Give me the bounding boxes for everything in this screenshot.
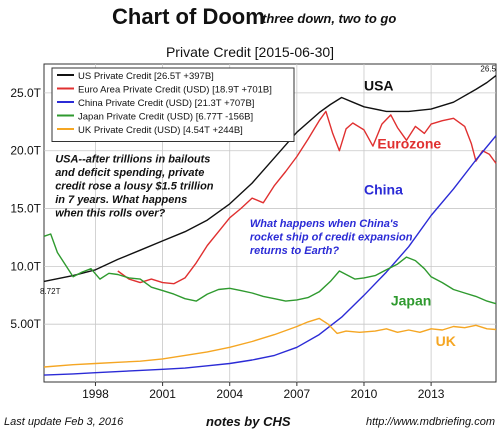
y-tick-label: 10.0T: [10, 259, 41, 273]
legend-entry: UK Private Credit (USD) [4.54T +244B]: [78, 125, 243, 136]
annotation-line: when this rolls over?: [55, 207, 165, 219]
legend-entry: Japan Private Credit (USD) [6.77T -156B]: [78, 112, 253, 123]
x-tick-label: 2004: [216, 387, 243, 401]
legend-entry: Euro Area Private Credit (USD) [18.9T +7…: [78, 85, 272, 96]
x-tick-label: 2010: [351, 387, 378, 401]
y-tick-label: 20.0T: [10, 144, 41, 158]
annotation-line: and deficit spending, private: [55, 167, 204, 179]
annotation-line: rocket ship of credit expansion: [250, 232, 413, 244]
page-title: Chart of Doom: [112, 4, 265, 29]
legend-entry: US Private Credit [26.5T +397B]: [78, 71, 214, 82]
annotation-line: USA--after trillions in bailouts: [55, 153, 210, 165]
series-line-0: [43, 75, 497, 283]
x-tick-label: 2013: [418, 387, 445, 401]
series-line-4: [43, 317, 497, 368]
y-tick-label: 5.00T: [10, 317, 41, 331]
annotation-line: returns to Earth?: [250, 245, 340, 257]
x-tick-label: 2007: [283, 387, 310, 401]
annotation-line: What happens when China's: [250, 218, 399, 230]
footer: Last update Feb 3, 2016 notes by CHS htt…: [0, 413, 500, 433]
annotation-text: What happens when China's rocket ship of …: [250, 218, 413, 257]
legend-box: [51, 67, 295, 142]
annotation-text: USA--after trillions in bailouts and defi…: [55, 153, 214, 219]
legend-entry: China Private Credit (USD) [21.3T +707B]: [78, 98, 254, 109]
header: Chart of Doom three down, two to go: [0, 4, 500, 30]
annotation-line: in 7 years. What happens: [55, 194, 187, 206]
credits-text: notes by CHS: [206, 414, 291, 429]
series-label: USA: [364, 78, 394, 94]
end-value-label: 26.5: [480, 65, 496, 74]
last-update-text: Last update Feb 3, 2016: [4, 416, 124, 428]
series-label: UK: [436, 333, 456, 349]
end-value-label: 8.72T: [40, 287, 61, 296]
series-line-3: [43, 233, 497, 305]
series-label: China: [364, 182, 403, 198]
chart-title: Private Credit [2015-06-30]: [165, 44, 335, 60]
x-tick-label: 2001: [149, 387, 176, 401]
series-line-2: [43, 135, 497, 376]
series-label: Japan: [391, 293, 431, 309]
source-url[interactable]: http://www.mdbriefing.com: [366, 416, 495, 428]
y-tick-label: 25.0T: [10, 86, 41, 100]
annotation-line: credit rose a lousy $1.5 trillion: [55, 180, 214, 192]
y-tick-label: 15.0T: [10, 202, 41, 216]
page-subtitle: three down, two to go: [262, 11, 397, 26]
series-label: Eurozone: [377, 135, 441, 151]
series-line-1: [117, 110, 497, 285]
x-tick-label: 1998: [82, 387, 109, 401]
